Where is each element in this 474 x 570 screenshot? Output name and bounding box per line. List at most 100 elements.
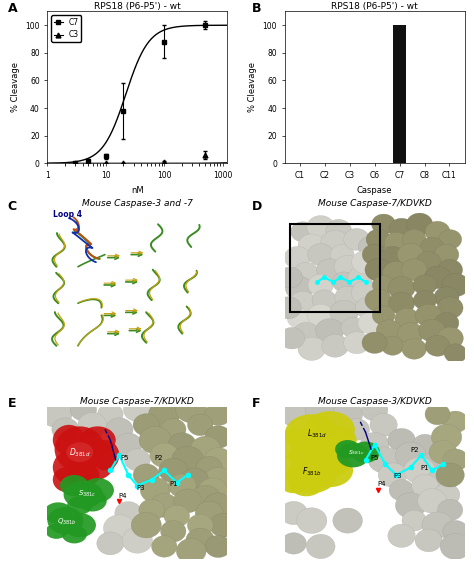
Circle shape — [173, 489, 201, 512]
Text: Loop 4: Loop 4 — [53, 210, 82, 219]
Circle shape — [140, 478, 170, 503]
Circle shape — [344, 418, 369, 440]
Title: Mouse Caspase-7/KDVKD: Mouse Caspase-7/KDVKD — [318, 200, 431, 208]
Circle shape — [168, 474, 196, 498]
Circle shape — [378, 463, 407, 487]
Circle shape — [307, 215, 335, 239]
Circle shape — [355, 298, 380, 318]
Circle shape — [429, 441, 457, 464]
Text: $S_{381c}$: $S_{381c}$ — [78, 489, 96, 499]
Text: $Q_{381b}$: $Q_{381b}$ — [57, 516, 77, 527]
Circle shape — [308, 243, 334, 266]
Circle shape — [362, 244, 387, 265]
Circle shape — [70, 398, 97, 421]
Circle shape — [372, 306, 395, 325]
Circle shape — [436, 463, 465, 487]
Circle shape — [412, 474, 438, 497]
Circle shape — [434, 244, 459, 265]
Circle shape — [416, 251, 441, 273]
Circle shape — [103, 515, 135, 542]
Y-axis label: % Cleavage: % Cleavage — [11, 62, 20, 112]
Circle shape — [298, 337, 326, 360]
Circle shape — [438, 259, 463, 280]
Title: Mouse Caspase-7/KDVKD: Mouse Caspase-7/KDVKD — [81, 397, 194, 406]
Circle shape — [383, 262, 410, 284]
Circle shape — [334, 255, 361, 278]
Text: $L_{381d}$: $L_{381d}$ — [307, 428, 327, 441]
Circle shape — [418, 488, 447, 513]
Circle shape — [444, 344, 467, 363]
Circle shape — [312, 290, 337, 311]
Circle shape — [376, 320, 402, 341]
Circle shape — [388, 524, 415, 547]
Circle shape — [420, 237, 444, 257]
Circle shape — [133, 464, 159, 486]
Circle shape — [279, 328, 305, 349]
Ellipse shape — [62, 525, 87, 543]
Circle shape — [351, 280, 380, 304]
Ellipse shape — [44, 502, 73, 524]
Circle shape — [115, 433, 142, 456]
Circle shape — [198, 478, 228, 503]
Circle shape — [402, 510, 427, 531]
Text: C: C — [8, 200, 17, 213]
Text: P5: P5 — [370, 455, 379, 461]
Circle shape — [389, 218, 414, 239]
Circle shape — [106, 418, 133, 441]
Circle shape — [434, 287, 459, 308]
Circle shape — [148, 401, 180, 428]
Circle shape — [415, 304, 442, 327]
Ellipse shape — [285, 414, 338, 454]
Circle shape — [443, 411, 468, 433]
Circle shape — [205, 426, 231, 448]
Circle shape — [133, 414, 159, 436]
Ellipse shape — [66, 442, 93, 462]
Ellipse shape — [47, 507, 83, 534]
Circle shape — [360, 433, 389, 457]
Circle shape — [389, 292, 415, 314]
Circle shape — [424, 266, 451, 288]
Ellipse shape — [53, 449, 96, 486]
Ellipse shape — [279, 472, 308, 493]
Title: RPS18 (P6-P5') - wt: RPS18 (P6-P5') - wt — [331, 2, 418, 11]
Circle shape — [275, 297, 301, 319]
Text: P3: P3 — [394, 473, 402, 479]
Ellipse shape — [337, 443, 369, 467]
Circle shape — [172, 446, 204, 473]
Circle shape — [164, 505, 190, 527]
Circle shape — [98, 404, 123, 425]
Circle shape — [204, 467, 232, 491]
X-axis label: Caspase: Caspase — [357, 186, 392, 194]
Circle shape — [150, 443, 179, 467]
Ellipse shape — [64, 481, 103, 508]
Circle shape — [289, 291, 317, 315]
Circle shape — [176, 539, 206, 564]
Circle shape — [293, 323, 319, 345]
Circle shape — [321, 230, 349, 255]
Circle shape — [187, 514, 213, 536]
Circle shape — [341, 317, 365, 338]
Circle shape — [97, 532, 124, 555]
Text: P1: P1 — [169, 481, 178, 487]
Circle shape — [419, 319, 446, 342]
Ellipse shape — [321, 426, 356, 454]
Circle shape — [297, 508, 327, 534]
Circle shape — [419, 453, 446, 475]
Circle shape — [413, 291, 437, 310]
Circle shape — [196, 457, 222, 478]
Circle shape — [422, 512, 453, 538]
Circle shape — [305, 396, 337, 423]
Ellipse shape — [67, 496, 92, 515]
Text: E: E — [8, 397, 16, 410]
Ellipse shape — [78, 490, 107, 511]
Circle shape — [388, 276, 415, 299]
Ellipse shape — [64, 513, 96, 538]
Ellipse shape — [46, 524, 67, 539]
Circle shape — [326, 219, 352, 241]
Ellipse shape — [82, 478, 114, 502]
Circle shape — [298, 234, 325, 257]
Circle shape — [190, 436, 221, 462]
Circle shape — [115, 502, 142, 524]
Circle shape — [78, 413, 107, 437]
Circle shape — [434, 312, 459, 333]
